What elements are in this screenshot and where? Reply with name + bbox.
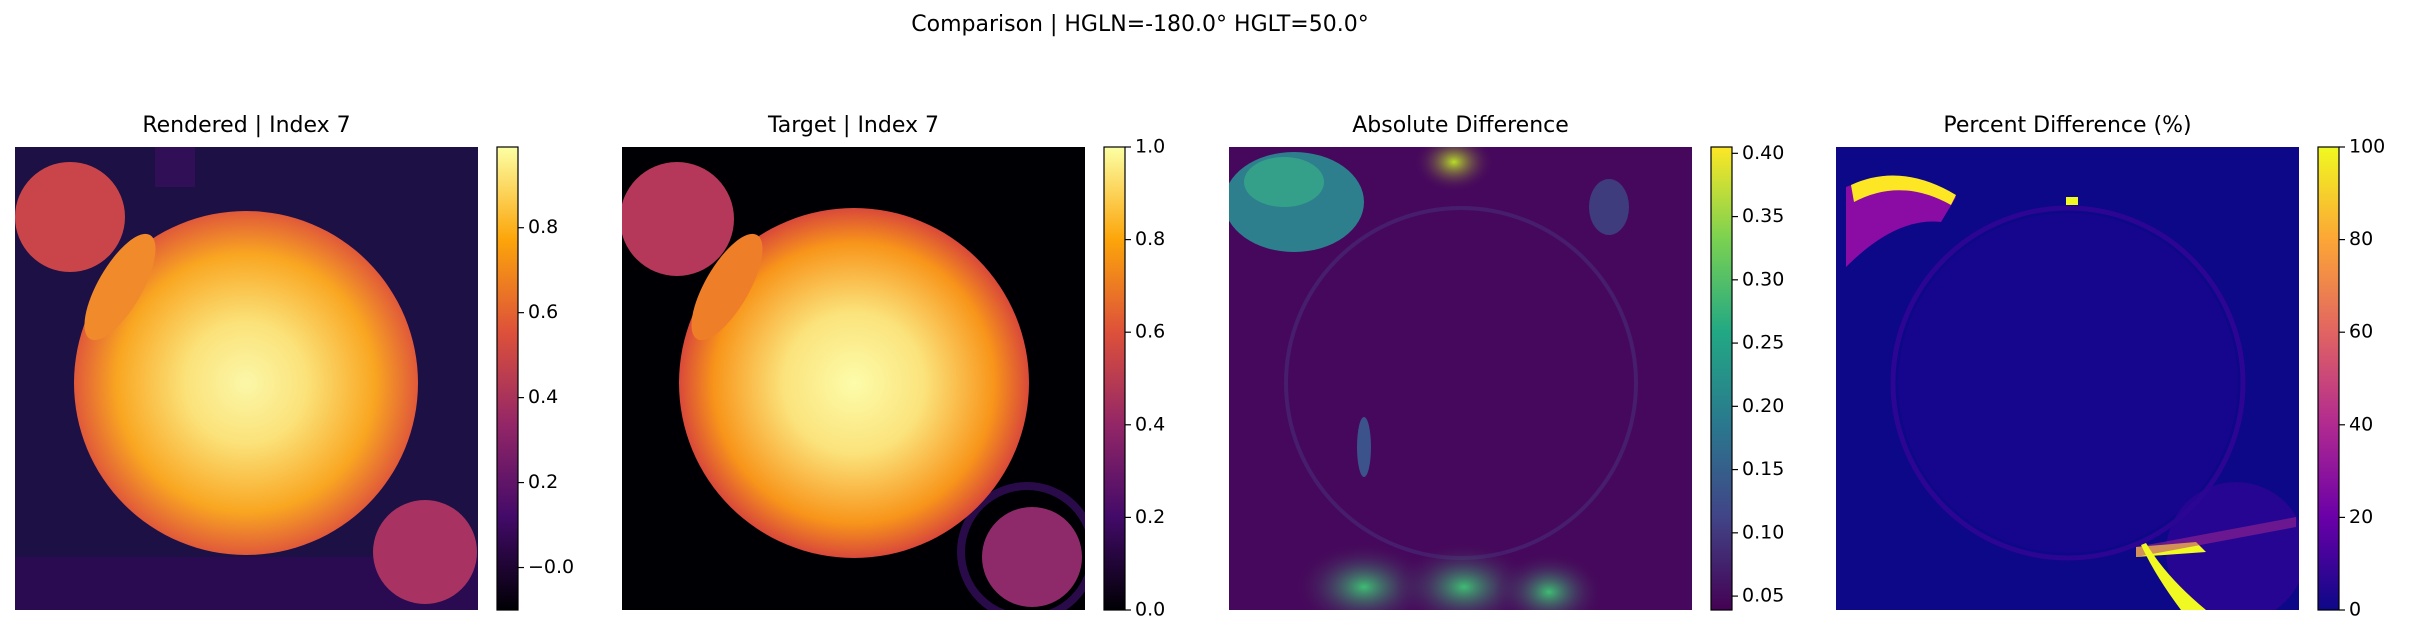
image bbox=[622, 147, 1085, 610]
colorbar-tick-label: 0.40 bbox=[1742, 142, 1784, 164]
colorbar-tick-label: 0.4 bbox=[528, 386, 558, 408]
colorbar-tick-label: 80 bbox=[2349, 228, 2373, 250]
image bbox=[15, 147, 478, 610]
colorbar bbox=[1710, 146, 1733, 611]
colorbar-tick-label: 0.30 bbox=[1742, 268, 1784, 290]
figure-title: Comparison | HGLN=-180.0° HGLT=50.0° bbox=[911, 12, 1368, 37]
colorbar-tick-label: 0.10 bbox=[1742, 521, 1784, 543]
colorbar-tick-label: 0.25 bbox=[1742, 332, 1784, 354]
colorbar-tick-label: 60 bbox=[2349, 321, 2373, 343]
colorbar-tick-label: 0.6 bbox=[1135, 321, 1165, 343]
panel-title: Target | Index 7 bbox=[767, 113, 939, 138]
colorbar-tick-label: 0.20 bbox=[1742, 395, 1784, 417]
panel-title: Percent Difference (%) bbox=[1943, 113, 2191, 138]
colorbar-tick-label: 0.15 bbox=[1742, 458, 1784, 480]
colorbar bbox=[1103, 146, 1126, 611]
colorbar-tick-label: 0.8 bbox=[1135, 228, 1165, 250]
colorbar-tick-label: 0.35 bbox=[1742, 205, 1784, 227]
colorbar bbox=[2317, 146, 2340, 611]
colorbar-tick-label: 1.0 bbox=[1135, 136, 1165, 158]
colorbar-tick-label: 40 bbox=[2349, 413, 2373, 435]
colorbar-tick-label: 0.4 bbox=[1135, 413, 1165, 435]
image bbox=[1836, 147, 2299, 610]
panel-title: Rendered | Index 7 bbox=[142, 113, 350, 138]
colorbar-tick-label: 20 bbox=[2349, 506, 2373, 528]
colorbar-tick-label: 0.2 bbox=[1135, 506, 1165, 528]
colorbar-tick-label: 0.05 bbox=[1742, 585, 1784, 607]
colorbar-tick-label: −0.0 bbox=[528, 556, 574, 578]
colorbar-tick-label: 0.0 bbox=[1135, 599, 1165, 621]
colorbar-tick-label: 100 bbox=[2349, 136, 2385, 158]
colorbar-tick-label: 0.2 bbox=[528, 471, 558, 493]
colorbar-tick-label: 0.6 bbox=[528, 301, 558, 323]
colorbar bbox=[496, 146, 519, 611]
image bbox=[1229, 147, 1692, 610]
colorbar-tick-label: 0.8 bbox=[528, 216, 558, 238]
colorbar-tick-label: 0 bbox=[2349, 599, 2361, 621]
panel-title: Absolute Difference bbox=[1352, 113, 1569, 138]
